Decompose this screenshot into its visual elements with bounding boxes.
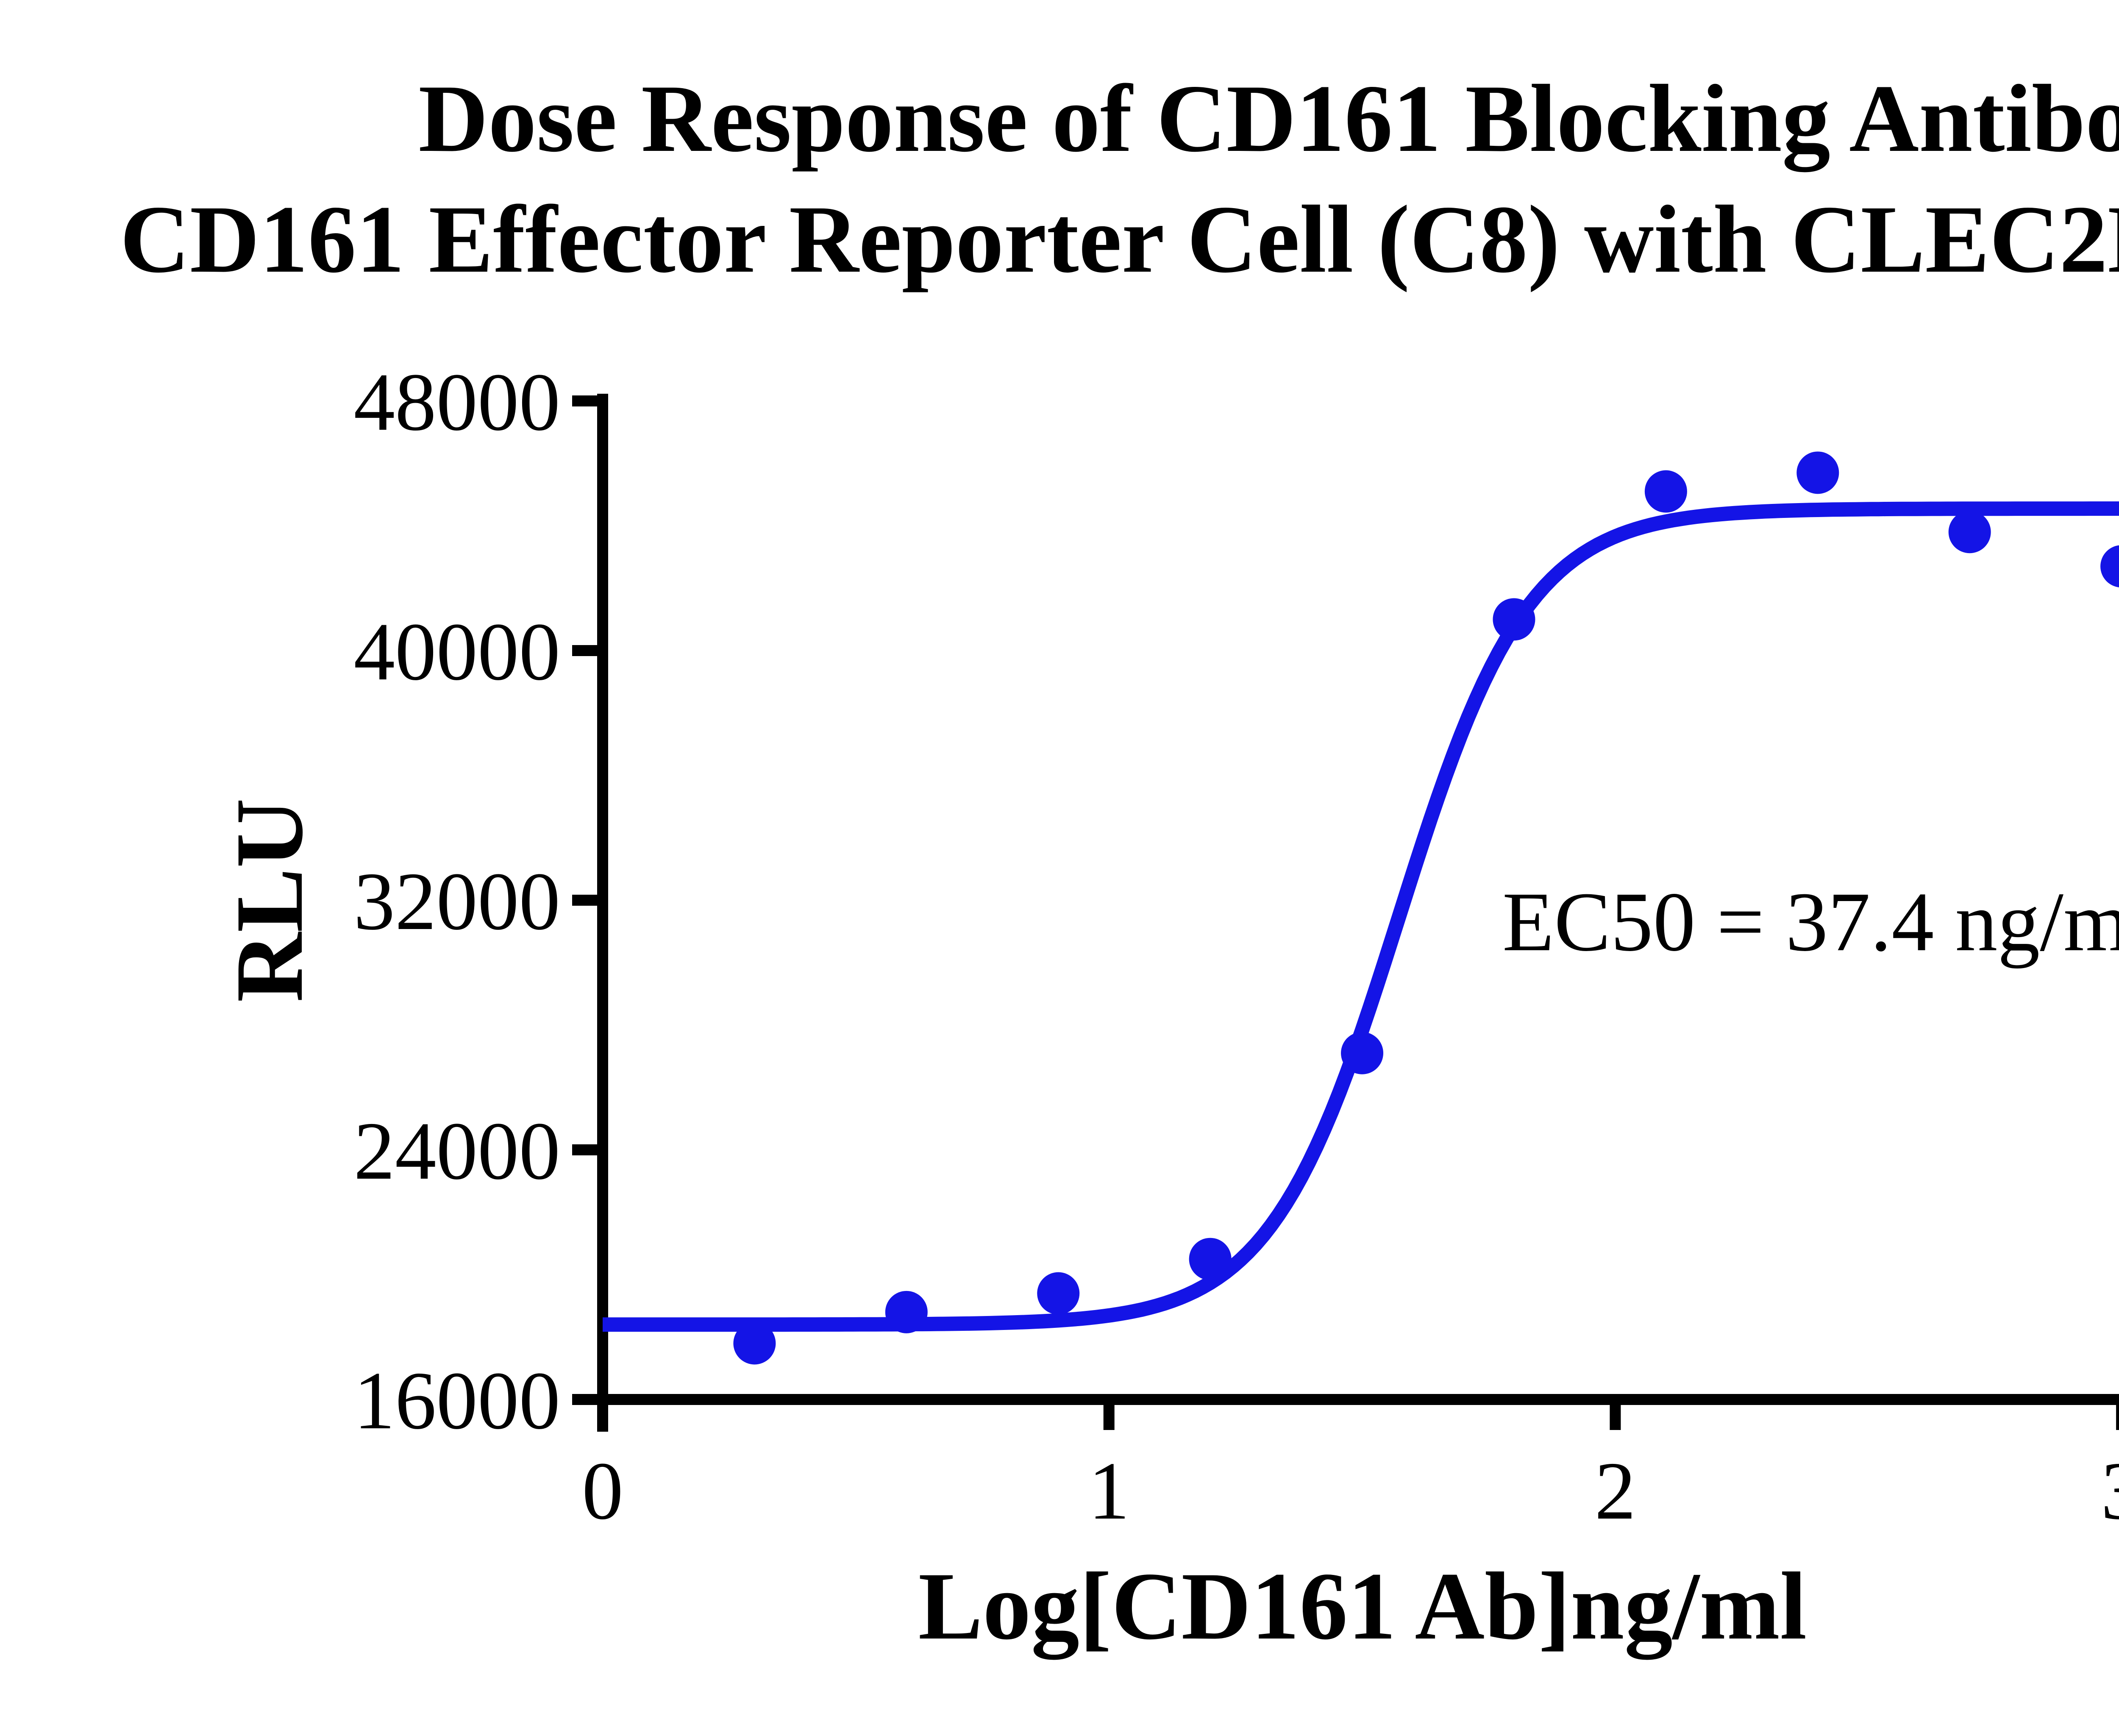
data-point bbox=[1037, 1272, 1080, 1315]
x-tick-label: 1 bbox=[1088, 1445, 1130, 1537]
fit-curve bbox=[603, 501, 2119, 1332]
data-point bbox=[1644, 470, 1687, 513]
x-tick-labels: 0 1 2 3 bbox=[582, 1445, 2119, 1537]
y-tick-label: 16000 bbox=[354, 1355, 561, 1447]
data-point bbox=[733, 1322, 776, 1365]
data-point bbox=[2100, 545, 2119, 587]
data-point bbox=[885, 1291, 928, 1333]
y-tick-label: 32000 bbox=[354, 856, 561, 947]
data-point bbox=[1341, 1032, 1384, 1074]
axes bbox=[572, 394, 2119, 1432]
chart-title: Dose Response of CD161 Blocking Antibody… bbox=[49, 58, 2119, 300]
ec50-annotation: EC50 = 37.4 ng/ml bbox=[1502, 875, 2119, 969]
y-axis-title: RLU bbox=[216, 798, 323, 1002]
data-point bbox=[1493, 598, 1535, 641]
y-tick-label: 48000 bbox=[354, 356, 561, 448]
x-tick-label: 0 bbox=[582, 1445, 623, 1537]
chart-title-line1: Dose Response of CD161 Blocking Antibody… bbox=[418, 65, 2119, 172]
x-axis-title: Log[CD161 Ab]ng/ml bbox=[918, 1553, 1807, 1660]
x-tick-label: 2 bbox=[1595, 1445, 1636, 1537]
data-point bbox=[1948, 511, 1991, 554]
data-points bbox=[733, 451, 2119, 1365]
y-tick-label: 40000 bbox=[354, 606, 561, 698]
data-point bbox=[1189, 1238, 1232, 1280]
chart-title-line2: CD161 Effector Reporter Cell (C8) with C… bbox=[120, 186, 2119, 293]
y-tick-label: 24000 bbox=[354, 1105, 561, 1197]
data-point bbox=[1796, 451, 1839, 494]
x-tick-label: 3 bbox=[2101, 1445, 2119, 1537]
y-tick-labels: 16000 24000 32000 40000 48000 bbox=[354, 356, 561, 1447]
